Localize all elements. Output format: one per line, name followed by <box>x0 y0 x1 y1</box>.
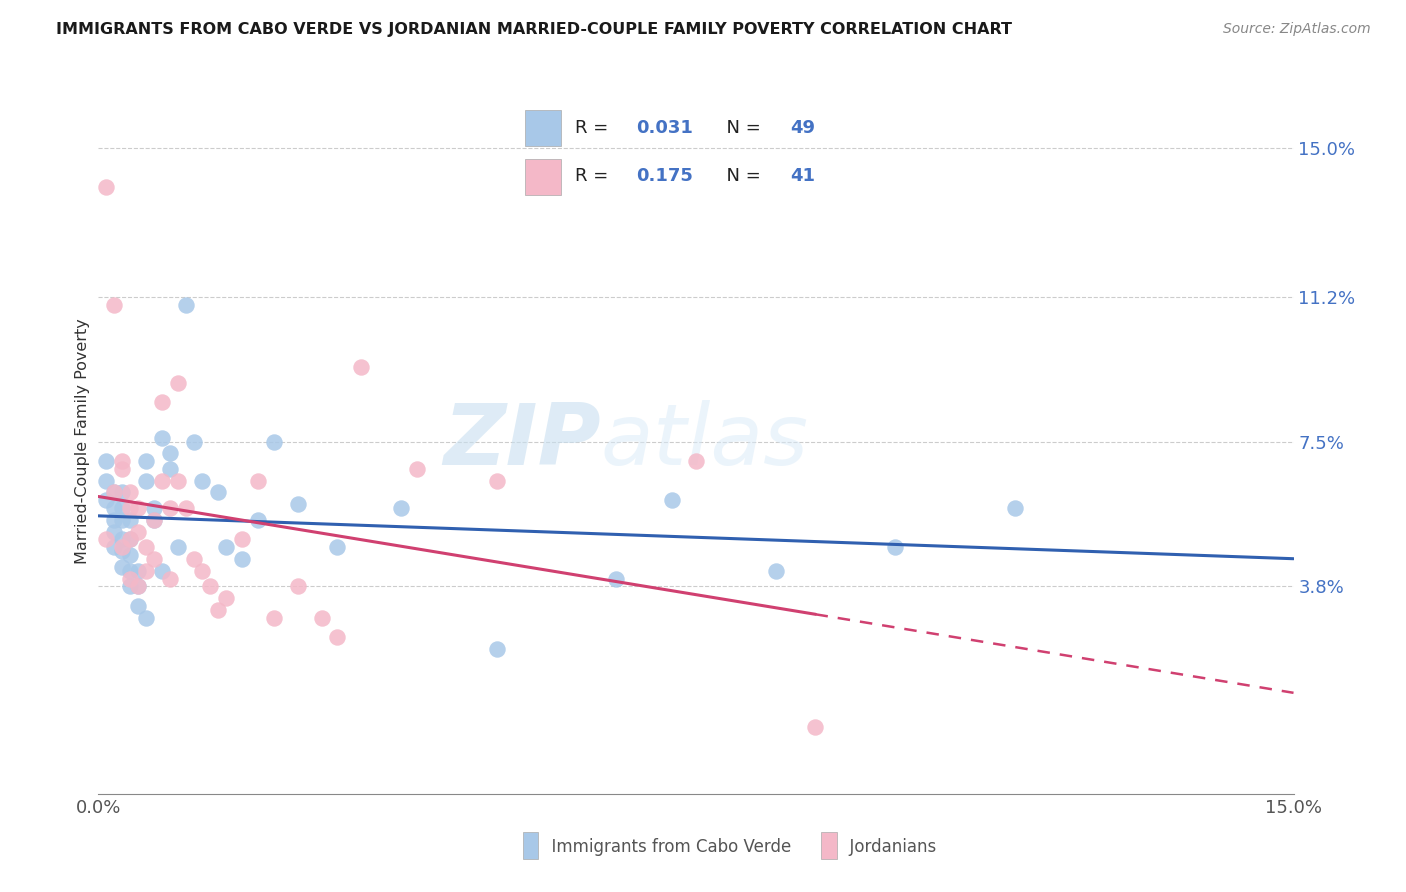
Point <box>120 513 142 527</box>
Text: Source: ZipAtlas.com: Source: ZipAtlas.com <box>1223 22 1371 37</box>
Point <box>159 501 181 516</box>
Point <box>485 474 508 488</box>
Text: IMMIGRANTS FROM CABO VERDE VS JORDANIAN MARRIED-COUPLE FAMILY POVERTY CORRELATIO: IMMIGRANTS FROM CABO VERDE VS JORDANIAN … <box>56 22 1012 37</box>
Point <box>159 462 181 476</box>
Point <box>103 524 125 539</box>
Point <box>183 552 205 566</box>
Point <box>231 533 253 547</box>
Point <box>884 540 907 554</box>
Point <box>96 180 118 194</box>
Point <box>246 513 269 527</box>
Point <box>127 599 149 613</box>
Point <box>167 376 190 390</box>
Point <box>127 579 149 593</box>
Point <box>120 501 142 516</box>
Point <box>127 579 149 593</box>
Point <box>389 501 412 516</box>
Point <box>96 454 118 468</box>
Point <box>120 533 142 547</box>
Point <box>207 485 229 500</box>
Point <box>605 572 627 586</box>
Point <box>103 501 125 516</box>
Point <box>96 533 118 547</box>
Point <box>143 513 166 527</box>
Point <box>111 462 134 476</box>
Point <box>111 513 134 527</box>
Point <box>103 485 125 500</box>
Point <box>485 642 508 657</box>
Point <box>96 493 118 508</box>
Point <box>143 552 166 566</box>
Point <box>120 485 142 500</box>
Y-axis label: Married-Couple Family Poverty: Married-Couple Family Poverty <box>75 318 90 565</box>
Point <box>120 564 142 578</box>
Point <box>127 501 149 516</box>
Point <box>311 610 333 624</box>
Point <box>143 513 166 527</box>
Point <box>350 360 373 375</box>
Point <box>765 564 787 578</box>
Point <box>150 474 173 488</box>
Point <box>661 493 683 508</box>
Point <box>135 540 157 554</box>
Point <box>111 559 134 574</box>
Point <box>103 540 125 554</box>
Text: Immigrants from Cabo Verde: Immigrants from Cabo Verde <box>541 838 790 855</box>
Point <box>120 579 142 593</box>
Point <box>326 540 349 554</box>
Point <box>127 524 149 539</box>
Point <box>103 297 125 311</box>
Point <box>167 474 190 488</box>
Point <box>406 462 429 476</box>
Point <box>804 720 827 734</box>
Point <box>159 446 181 460</box>
Point <box>111 501 134 516</box>
Point <box>159 572 181 586</box>
Point <box>135 610 157 624</box>
Point <box>111 485 134 500</box>
Point <box>215 540 238 554</box>
Text: ZIP: ZIP <box>443 400 600 483</box>
Point <box>111 533 134 547</box>
Point <box>287 579 309 593</box>
Point <box>263 610 285 624</box>
Point <box>150 431 173 445</box>
Point <box>326 630 349 644</box>
Point <box>207 603 229 617</box>
FancyBboxPatch shape <box>523 832 538 859</box>
Point <box>111 454 134 468</box>
Text: atlas: atlas <box>600 400 808 483</box>
Text: Jordanians: Jordanians <box>839 838 936 855</box>
Point <box>150 564 173 578</box>
Point <box>191 564 214 578</box>
Point <box>143 501 166 516</box>
Point <box>120 533 142 547</box>
Point <box>174 297 197 311</box>
Point <box>287 497 309 511</box>
Point <box>120 548 142 562</box>
Point <box>135 474 157 488</box>
Point <box>263 434 285 449</box>
Point <box>111 544 134 558</box>
Point <box>127 564 149 578</box>
Point <box>231 552 253 566</box>
Point <box>215 591 238 606</box>
Point <box>198 579 221 593</box>
Point <box>191 474 214 488</box>
Point <box>167 540 190 554</box>
Point <box>103 513 125 527</box>
Point <box>685 454 707 468</box>
Point <box>135 564 157 578</box>
Point <box>120 572 142 586</box>
Point <box>111 540 134 554</box>
Point <box>246 474 269 488</box>
Point <box>1004 501 1026 516</box>
Point <box>183 434 205 449</box>
Point <box>135 454 157 468</box>
Point <box>103 485 125 500</box>
FancyBboxPatch shape <box>821 832 837 859</box>
Point <box>96 474 118 488</box>
Point <box>150 395 173 409</box>
Point <box>174 501 197 516</box>
